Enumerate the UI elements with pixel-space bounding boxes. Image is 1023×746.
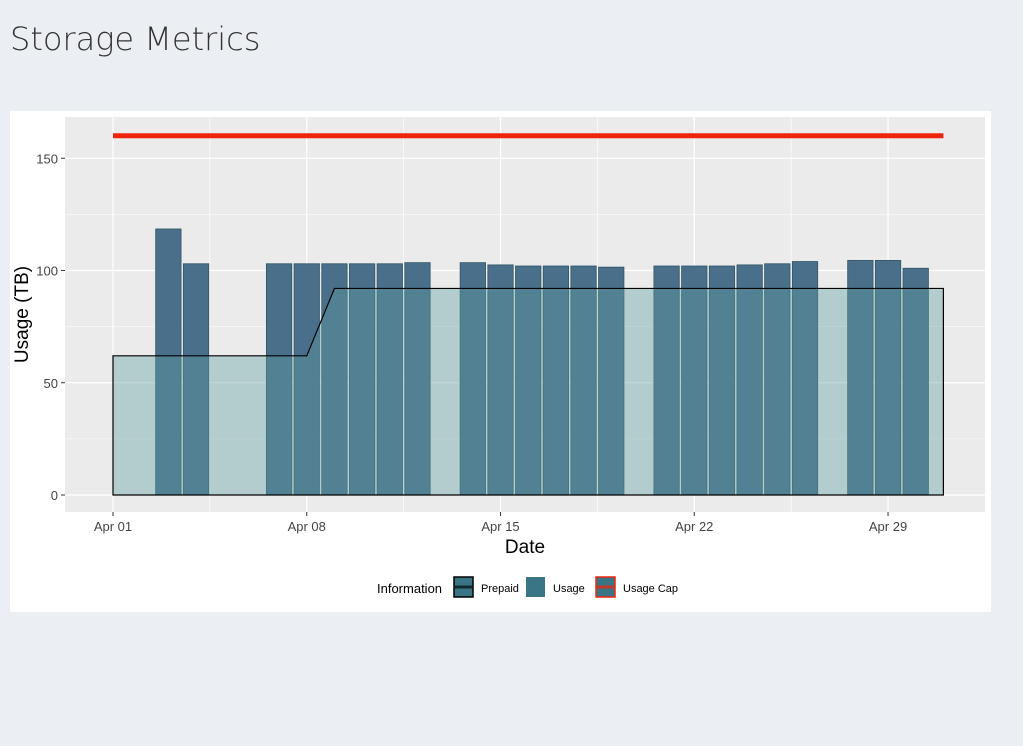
usage-bar (874, 259, 902, 496)
legend-usage-cap-label: Usage Cap (623, 583, 678, 595)
y-tick-label: 150 (36, 151, 58, 166)
usage-bar (736, 264, 763, 496)
usage-bar (155, 228, 182, 496)
legend-usage-label: Usage (553, 583, 585, 595)
storage-chart: 0 50 100 150 Apr 01 Apr 08 Apr 15 Apr 22 Apr 29 D… (12, 117, 985, 598)
usage-bar (791, 261, 819, 496)
usage-bar (293, 263, 320, 496)
usage-bar (598, 266, 625, 496)
usage-bar (515, 265, 542, 496)
usage-bar (376, 263, 403, 496)
y-tick-label: 50 (44, 376, 58, 391)
legend-title: Information (377, 581, 442, 596)
page-title: Storage Metrics (10, 20, 261, 58)
usage-bar (847, 259, 874, 496)
usage-bar (404, 262, 431, 496)
x-axis-title: Date (505, 537, 545, 558)
legend-prepaid-label: Prepaid (481, 583, 519, 595)
prepaid-area (112, 287, 945, 496)
y-tick-label: 0 (51, 488, 58, 503)
usage-bar (764, 263, 791, 496)
y-tick-label: 100 (36, 264, 58, 279)
y-axis-title: Usage (TB) (12, 266, 33, 363)
legend-usage-key (526, 577, 545, 597)
usage-bar (487, 264, 514, 496)
usage-bar (459, 262, 486, 496)
usage-bar (681, 265, 708, 496)
usage-bar (570, 265, 597, 496)
legend-prepaid-key-line (455, 585, 472, 589)
usage-bar (902, 267, 929, 496)
x-tick-label: Apr 22 (675, 519, 713, 534)
usage-bar (182, 263, 210, 496)
usage-bar (321, 263, 348, 496)
legend-usage-cap-key-line (597, 585, 614, 589)
x-tick-label: Apr 08 (288, 519, 326, 534)
usage-bar (265, 263, 293, 496)
usage-bar (708, 265, 736, 496)
x-tick-label: Apr 15 (481, 519, 519, 534)
chart-card: 0 50 100 150 Apr 01 Apr 08 Apr 15 Apr 22 Apr 29 D… (10, 111, 991, 612)
x-tick-label: Apr 29 (869, 519, 907, 534)
usage-bar (542, 265, 569, 496)
x-tick-label: Apr 01 (94, 519, 132, 534)
usage-bar (653, 265, 680, 496)
